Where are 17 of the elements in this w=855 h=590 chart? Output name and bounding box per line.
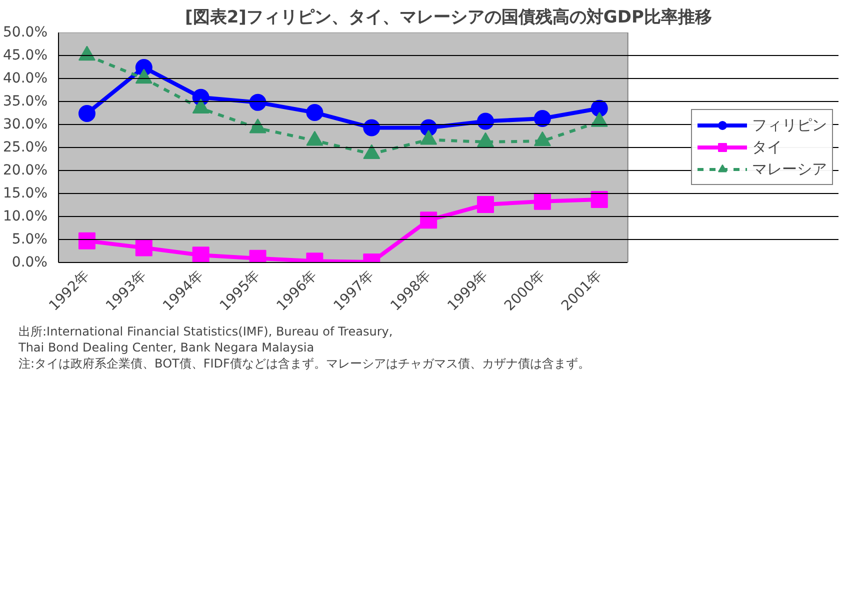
y-tick-label: 30.0% (3, 116, 48, 132)
y-tick-label: 0.0% (12, 254, 48, 270)
y-tick-label: 50.0% (3, 24, 48, 40)
y-tick-label: 45.0% (3, 48, 48, 64)
y-tick-label: 20.0% (3, 162, 48, 178)
y-tick-label: 40.0% (3, 70, 48, 86)
y-tick-label: 25.0% (3, 140, 48, 156)
legend-label: マレーシア (752, 160, 827, 178)
text: 出所:International Financial Statistics(IMF), Bureau of Treasury, Thai Bond Dealing Center, Bank Negara Malaysia (18, 324, 393, 354)
y-tick-label: 10.0% (3, 208, 48, 224)
y-tick-label: 5.0% (12, 232, 48, 248)
y-tick-label: 35.0% (3, 94, 48, 110)
legend-label: タイ (752, 138, 782, 156)
chart-title: [図表2]フィリピン、タイ、マレーシアの国債残高の対GDP比率推移 (185, 8, 712, 28)
y-tick-label: 15.0% (3, 186, 48, 202)
legend-label: フィリピン (752, 116, 827, 134)
text: 注:タイは政府系企業債、BOT債、FIDF債などは含まず。マレーシアはチャガマス債、カザナ債は含まず。 (18, 356, 590, 370)
